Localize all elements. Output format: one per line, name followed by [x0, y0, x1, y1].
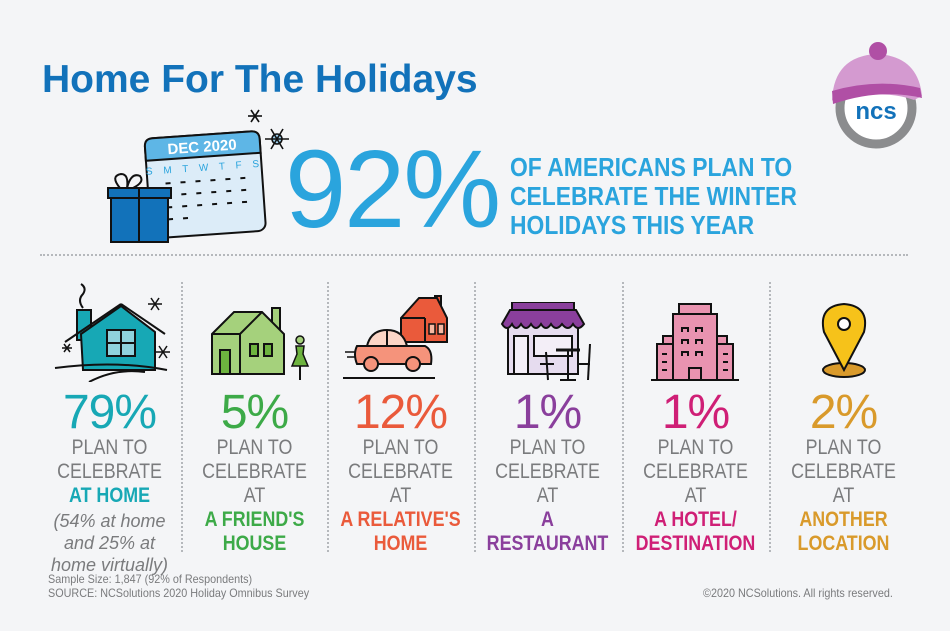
svg-text:ncs: ncs [855, 98, 896, 125]
column-divider [327, 282, 329, 552]
location-label: ANOTHER [799, 508, 888, 531]
location-label: AT HOME [69, 484, 150, 507]
source-note: SOURCE: NCSolutions 2020 Holiday Omnibus… [48, 586, 310, 600]
column-divider [474, 282, 476, 552]
footnote: (54% at home and 25% at home virtually) [50, 511, 169, 575]
stat-card-home: 79% PLAN TO CELEBRATE AT HOME (54% at ho… [37, 282, 182, 576]
headline-stat: 92% [285, 128, 501, 251]
stat-card-hotel: 1% PLAN TO CELEBRATE AT A HOTEL/ DESTINA… [623, 282, 768, 556]
stat-card-relatives-home: 12% PLAN TO CELEBRATE AT A RELATIVE'S HO… [328, 282, 473, 556]
friend-house-icon [182, 282, 327, 382]
percent-value: 1% [661, 386, 730, 439]
location-label: A FRIEND'S [204, 508, 305, 531]
location-label: A RELATIVE'S [340, 508, 461, 531]
column-divider [769, 282, 771, 552]
percent-value: 12% [353, 386, 448, 439]
location-label: A RESTAURANT [486, 508, 609, 555]
location-label: A HOTEL/ [654, 508, 737, 531]
percent-value: 1% [513, 386, 582, 439]
ncs-logo: ncs [822, 36, 932, 151]
page-title: Home For The Holidays [42, 58, 478, 101]
sample-size-note: Sample Size: 1,847 (92% of Respondents) [48, 572, 253, 586]
gift-icon [107, 172, 172, 243]
stat-card-restaurant: 1% PLAN TO CELEBRATE AT A RESTAURANT [475, 282, 620, 556]
hotel-icon [623, 282, 768, 382]
restaurant-icon [475, 282, 620, 382]
svg-text:DEC 2020: DEC 2020 [167, 136, 237, 158]
column-divider [622, 282, 624, 552]
stat-card-friends-house: 5% PLAN TO CELEBRATE AT A FRIEND'S HOUSE [182, 282, 327, 556]
calendar-gift-illustration: DEC 2020 S M T W T F S [105, 104, 300, 244]
car-house-icon [328, 282, 473, 382]
snowflake-icon [248, 109, 289, 150]
column-divider [181, 282, 183, 552]
location-pin-icon [771, 282, 916, 382]
percent-value: 2% [809, 386, 878, 439]
copyright: ©2020 NCSolutions. All rights reserved. [703, 586, 893, 600]
snowy-home-icon [37, 282, 182, 382]
percent-value: 5% [220, 386, 289, 439]
percent-value: 79% [62, 386, 157, 439]
stat-card-another-location: 2% PLAN TO CELEBRATE AT ANOTHER LOCATION [771, 282, 916, 556]
beanie-logo-icon: ncs [832, 42, 922, 149]
headline-description: OF AMERICANS PLAN TO CELEBRATE THE WINTE… [510, 152, 797, 240]
divider [40, 254, 908, 256]
